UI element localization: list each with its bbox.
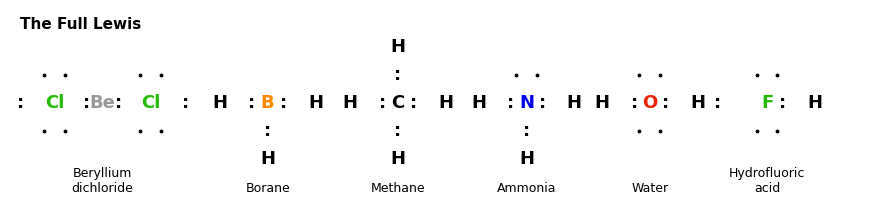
Text: :: : xyxy=(114,94,121,112)
Text: H: H xyxy=(212,94,227,112)
Text: :: : xyxy=(83,94,91,112)
Text: H: H xyxy=(260,150,275,168)
Text: H: H xyxy=(519,150,534,168)
Text: :: : xyxy=(523,122,530,140)
Text: :: : xyxy=(378,94,385,112)
Text: C: C xyxy=(392,94,405,112)
Text: :: : xyxy=(248,94,255,112)
Text: H: H xyxy=(594,94,609,112)
Text: H: H xyxy=(343,94,357,112)
Text: :: : xyxy=(264,122,271,140)
Text: H: H xyxy=(438,94,454,112)
Text: H: H xyxy=(391,150,406,168)
Text: Ammonia: Ammonia xyxy=(496,182,556,195)
Text: Water: Water xyxy=(631,182,669,195)
Text: :: : xyxy=(410,94,417,112)
Text: Borane: Borane xyxy=(246,182,290,195)
Text: :: : xyxy=(662,94,669,112)
Text: :: : xyxy=(538,94,545,112)
Text: H: H xyxy=(808,94,822,112)
Text: H: H xyxy=(471,94,486,112)
Text: H: H xyxy=(566,94,582,112)
Text: :: : xyxy=(394,66,401,84)
Text: Beryllium
dichloride: Beryllium dichloride xyxy=(72,167,134,195)
Text: :: : xyxy=(714,94,721,112)
Text: Be: Be xyxy=(90,94,115,112)
Text: F: F xyxy=(761,94,773,112)
Text: :: : xyxy=(17,94,24,112)
Text: H: H xyxy=(391,38,406,56)
Text: B: B xyxy=(260,94,274,112)
Text: N: N xyxy=(519,94,534,112)
Text: :: : xyxy=(182,94,189,112)
Text: :: : xyxy=(280,94,287,112)
Text: :: : xyxy=(630,94,638,112)
Text: :: : xyxy=(507,94,515,112)
Text: :: : xyxy=(779,94,787,112)
Text: H: H xyxy=(308,94,323,112)
Text: Methane: Methane xyxy=(371,182,426,195)
Text: :: : xyxy=(394,122,401,140)
Text: O: O xyxy=(642,94,657,112)
Text: Hydrofluoric
acid: Hydrofluoric acid xyxy=(729,167,805,195)
Text: The Full Lewis: The Full Lewis xyxy=(20,17,142,32)
Text: H: H xyxy=(690,94,705,112)
Text: Cl: Cl xyxy=(141,94,160,112)
Text: Cl: Cl xyxy=(45,94,65,112)
